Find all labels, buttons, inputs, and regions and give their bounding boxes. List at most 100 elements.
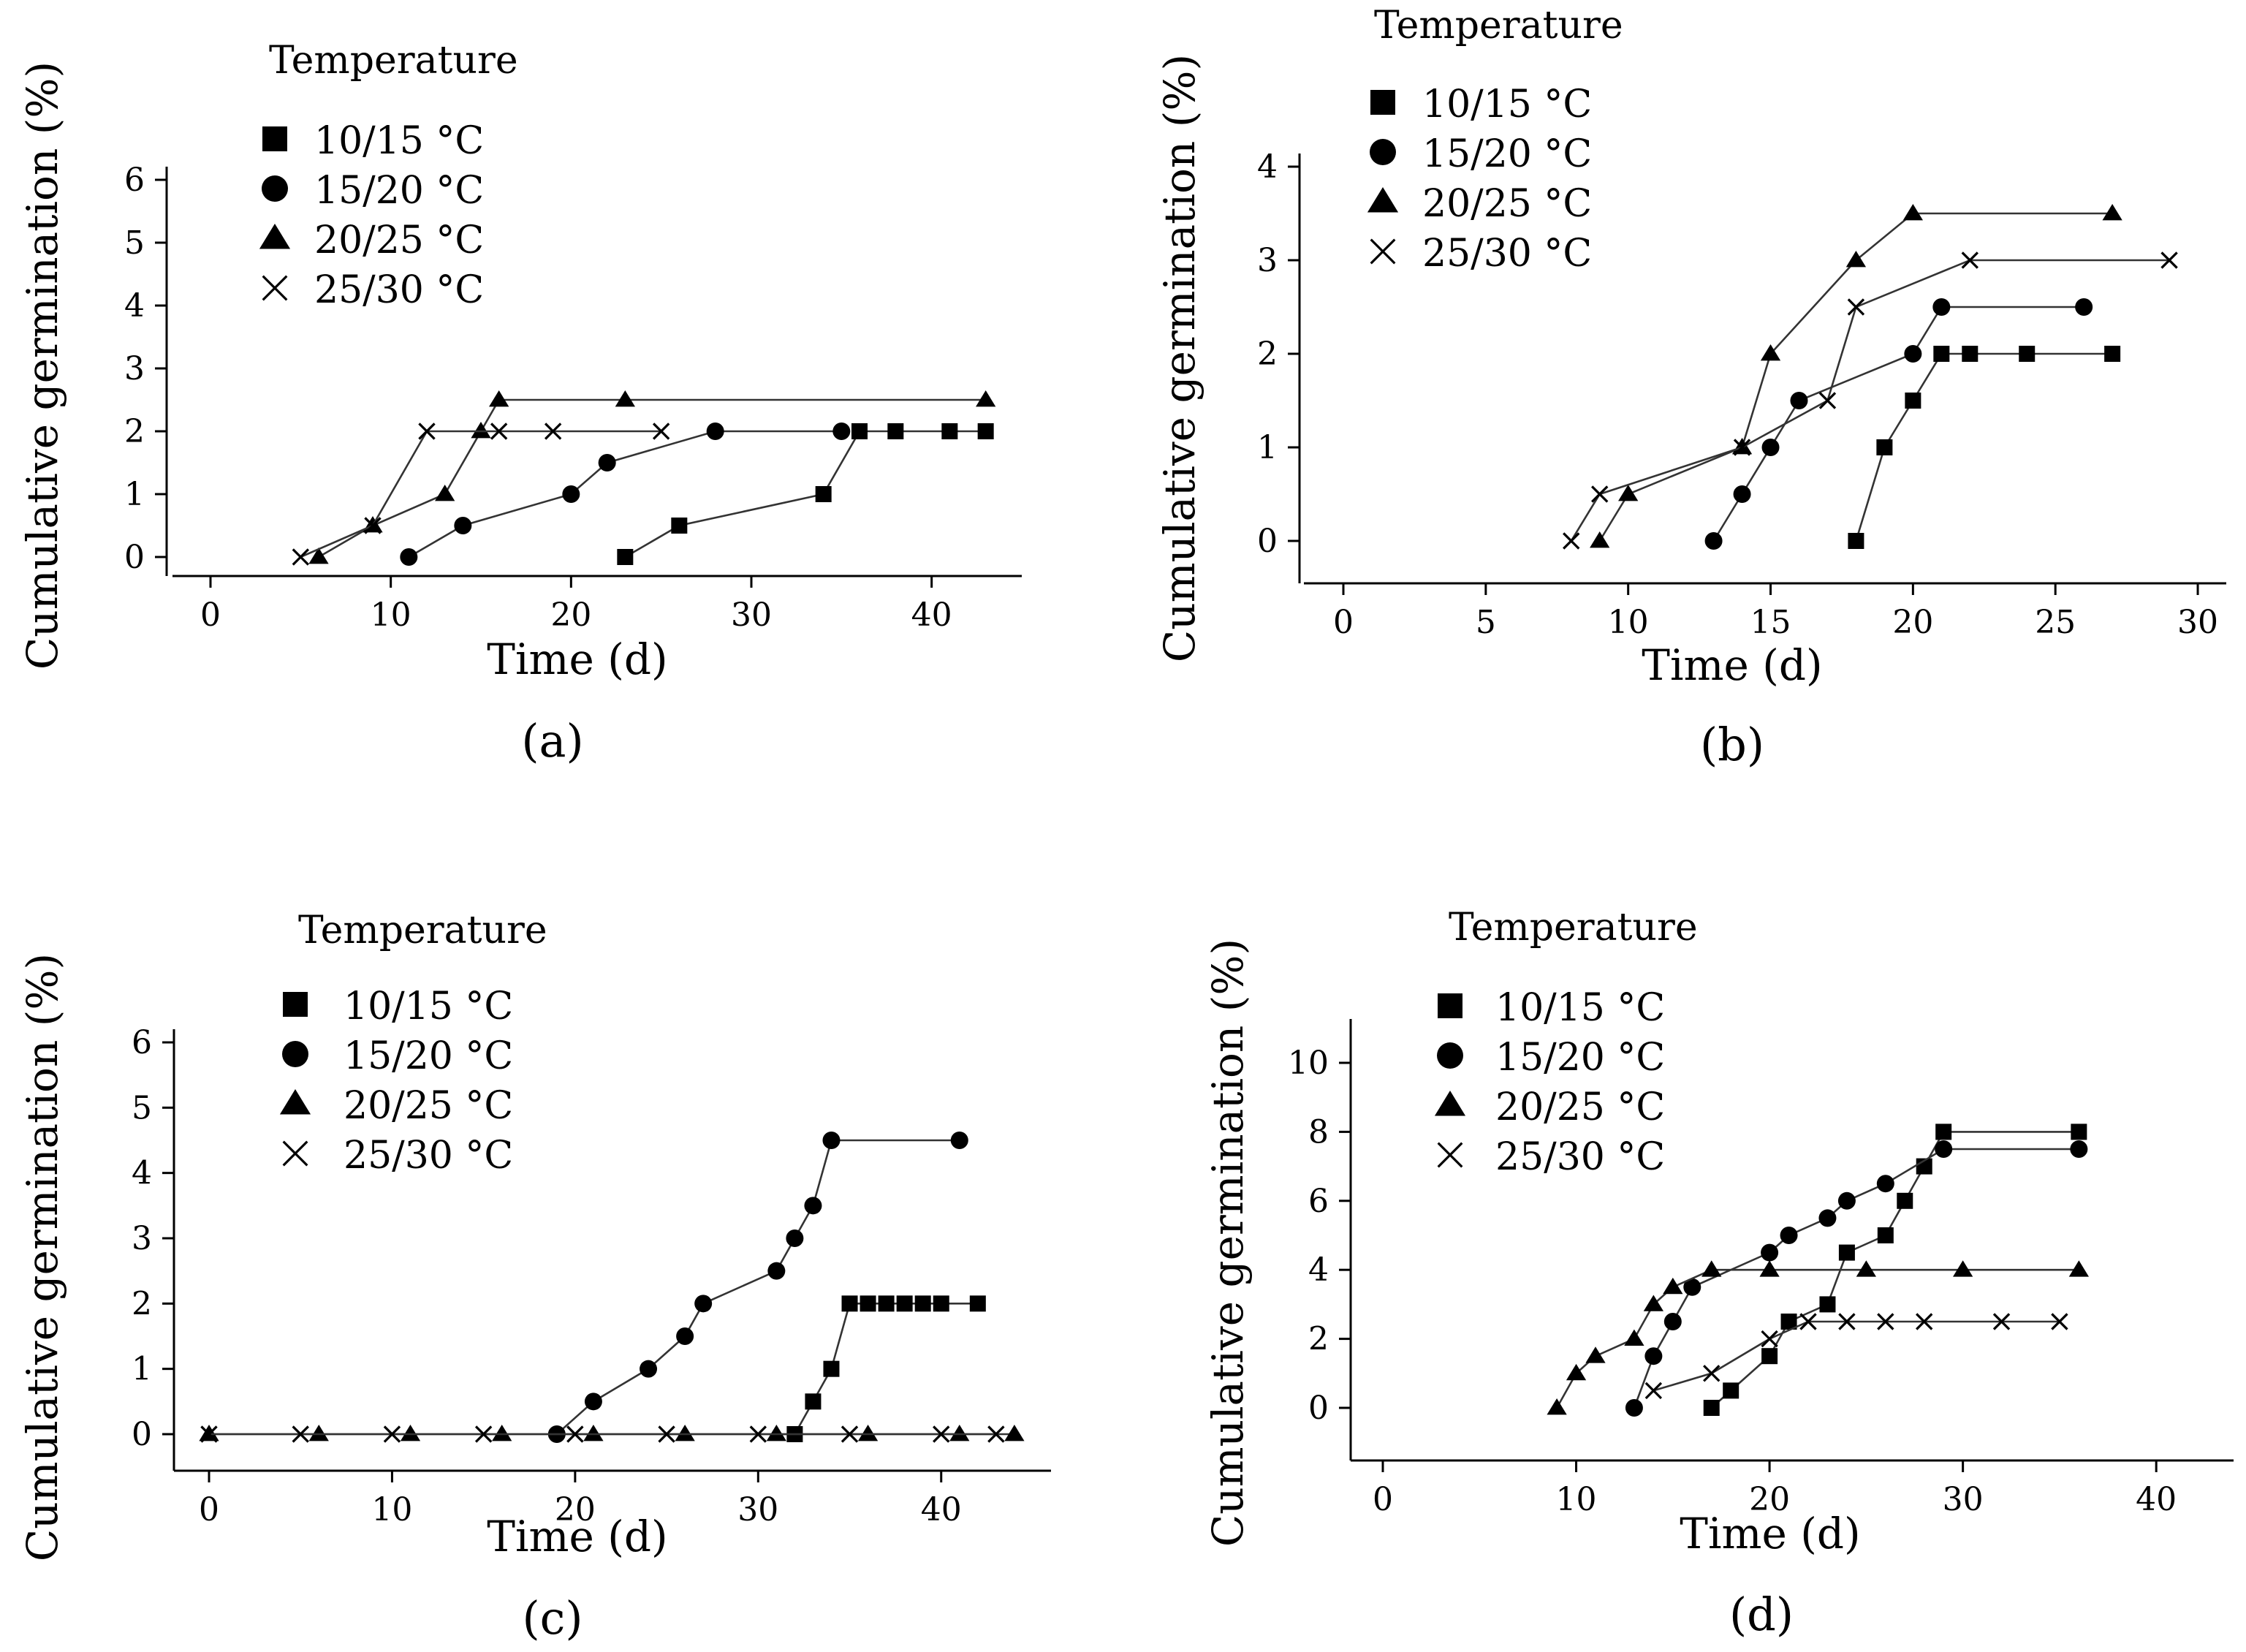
legend: Temperature 10/15 °C 15/20 °C 20/25 °C 25/30… (259, 39, 518, 312)
data-point (1856, 1260, 1877, 1277)
data-point (1761, 1330, 1778, 1348)
y-tick-label: 5 (124, 224, 145, 262)
legend-label: 15/20 °C (1422, 132, 1592, 176)
data-point (2075, 298, 2093, 316)
data-point (976, 390, 996, 407)
series-circle (1625, 1140, 2088, 1417)
data-point (860, 1295, 876, 1312)
series-line (624, 430, 986, 558)
data-point (471, 422, 491, 439)
y-tick-label: 4 (124, 287, 145, 325)
data-point (933, 1425, 950, 1443)
data-point (749, 1425, 767, 1443)
data-point (1838, 1244, 1855, 1261)
data-point (977, 423, 994, 439)
data-point (292, 1425, 309, 1443)
y-tick-label: 4 (132, 1155, 152, 1192)
data-point (1683, 1278, 1701, 1296)
data-point (767, 1262, 786, 1280)
legend-label: 15/20 °C (314, 169, 484, 213)
data-point (1761, 1243, 1779, 1262)
legend-marker-triangle-icon (1367, 186, 1399, 213)
legend-marker-square-icon (262, 126, 287, 151)
series-square (1848, 346, 2121, 549)
data-point (583, 1425, 604, 1441)
data-point (1780, 1314, 1797, 1330)
data-point (676, 1327, 694, 1345)
y-tick-label: 0 (124, 539, 145, 576)
data-point (2019, 346, 2036, 362)
x-tick-label: 10 (1608, 604, 1649, 641)
data-point (383, 1425, 401, 1443)
legend: Temperature 10/15 °C 15/20 °C 20/25 °C 25/30… (1367, 4, 1623, 276)
x-tick-label: 0 (1333, 604, 1354, 641)
x-tick-label: 30 (1943, 1481, 1984, 1518)
data-point (969, 1295, 986, 1312)
y-tick-label: 6 (132, 1024, 152, 1061)
x-tick-label: 15 (1750, 604, 1791, 641)
data-point (805, 1393, 822, 1410)
series-line (300, 430, 661, 558)
data-point (1935, 1140, 1953, 1158)
y-tick-label: 3 (1257, 242, 1278, 279)
data-point (400, 1425, 421, 1441)
y-tick-label: 1 (132, 1351, 152, 1388)
legend-marker-circle-icon (1370, 139, 1396, 165)
data-point (1916, 1313, 1933, 1330)
data-point (841, 1425, 859, 1443)
data-point (1799, 1313, 1817, 1330)
y-tick-label: 4 (1257, 148, 1278, 186)
legend-label: 25/30 °C (344, 1134, 513, 1178)
y-tick-label: 0 (1257, 523, 1278, 560)
data-point (474, 1425, 493, 1443)
legend-label: 20/25 °C (1422, 182, 1592, 226)
data-point (1563, 532, 1580, 550)
legend-title: Temperature (269, 39, 518, 83)
legend-title: Temperature (1374, 4, 1623, 48)
y-tick-label: 4 (1308, 1251, 1329, 1289)
data-point (1876, 439, 1893, 455)
x-tick-label: 10 (1556, 1481, 1597, 1518)
y-tick-label: 5 (132, 1089, 152, 1126)
y-tick-label: 2 (1308, 1321, 1329, 1358)
data-point (1625, 1399, 1643, 1417)
y-tick-label: 2 (132, 1285, 152, 1322)
y-tick-label: 2 (124, 413, 145, 450)
panel-b: 0 5 10 15 20 25 30 0 1 2 3 4 Time (d) Cumulative germ… (1155, 4, 2226, 771)
data-point (598, 454, 616, 471)
data-point (950, 1132, 968, 1149)
data-point (1733, 485, 1751, 503)
data-point (1759, 1260, 1780, 1277)
data-point (308, 547, 329, 564)
y-tick-label: 0 (1308, 1390, 1329, 1427)
y-tick-label: 10 (1288, 1045, 1329, 1082)
legend-marker-triangle-icon (259, 223, 291, 249)
x-tick-label: 40 (921, 1491, 962, 1528)
legend-label: 10/15 °C (1495, 986, 1665, 1030)
data-point (1819, 1296, 1836, 1313)
legend-marker-circle-icon (282, 1041, 308, 1067)
data-point (1818, 392, 1837, 409)
y-tick-label: 3 (132, 1220, 152, 1257)
y-tick-label: 2 (1257, 336, 1278, 373)
data-point (1952, 1260, 1973, 1277)
data-point (2102, 204, 2122, 221)
legend-marker-square-icon (283, 992, 308, 1017)
data-point (1643, 1295, 1664, 1311)
data-point (1848, 533, 1864, 549)
legend-label: 20/25 °C (1495, 1085, 1665, 1129)
x-tick-label: 0 (200, 596, 221, 634)
series-line (318, 398, 986, 558)
legend-title: Temperature (298, 909, 547, 952)
x-axis-title: Time (d) (487, 1512, 667, 1561)
y-axis-title: Cumulative germination (%) (18, 61, 67, 670)
data-point (2051, 1313, 2068, 1330)
series-line (1633, 1148, 2079, 1409)
data-point (1663, 1313, 1682, 1330)
series-circle (1704, 298, 2093, 550)
y-axis-title: Cumulative germination (%) (18, 953, 67, 1561)
data-point (1877, 1313, 1894, 1330)
series-line (555, 1139, 960, 1435)
data-point (1644, 1347, 1663, 1365)
y-tick-label: 6 (1308, 1183, 1329, 1220)
